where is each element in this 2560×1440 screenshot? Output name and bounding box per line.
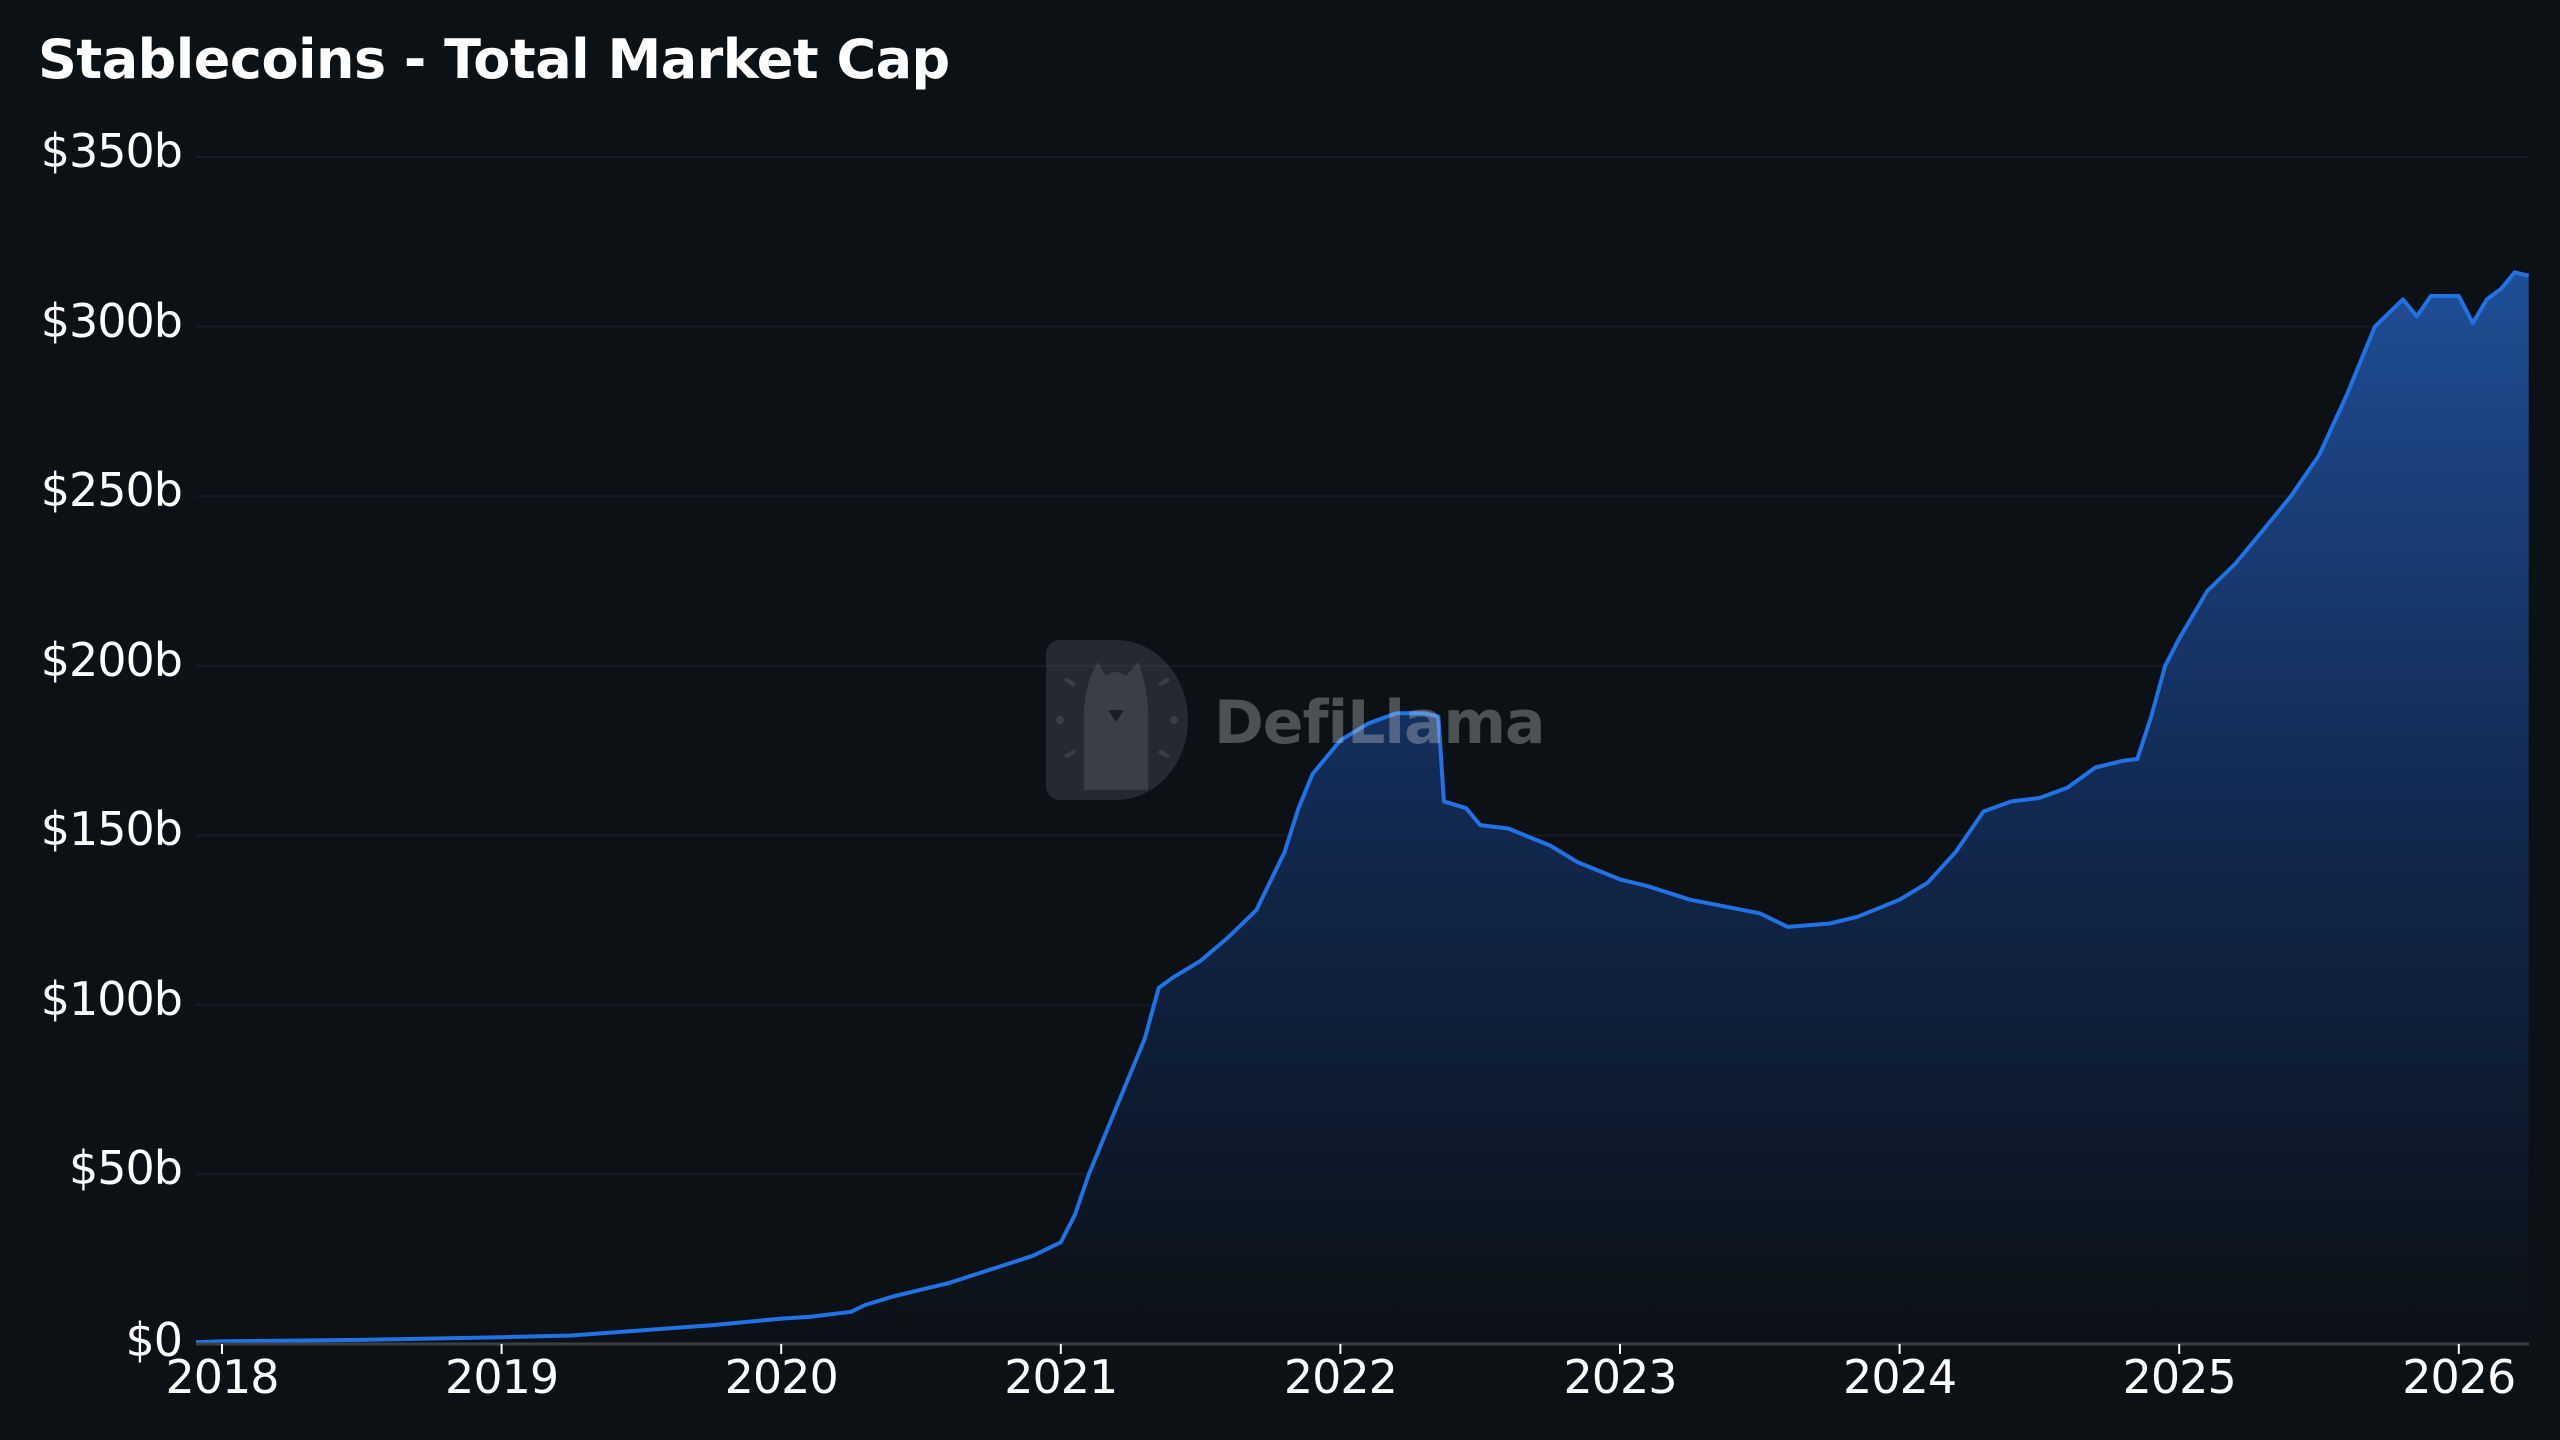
y-axis-label: $250b [40, 463, 183, 518]
x-axis-label: 2019 [445, 1350, 559, 1404]
x-axis-label: 2025 [2122, 1350, 2237, 1404]
y-axis-label: $100b [40, 971, 183, 1026]
y-axis-label: $350b [40, 124, 183, 178]
y-axis-label: $300b [40, 293, 183, 348]
area-fill [196, 272, 2529, 1344]
x-axis-label: 2023 [1563, 1350, 1677, 1404]
x-axis-label: 2024 [1843, 1350, 1957, 1404]
llama-logo-icon [1046, 640, 1188, 800]
x-axis-label: 2018 [165, 1350, 279, 1404]
y-axis-label: $0 [125, 1313, 183, 1367]
watermark-text: DefiLlama [1214, 688, 1545, 758]
x-axis-label: 2026 [2402, 1350, 2516, 1404]
market-cap-line[interactable] [195, 270, 2530, 1345]
x-axis-label: 2020 [724, 1350, 839, 1404]
x-axis-label: 2021 [1004, 1350, 1118, 1404]
y-axis-label: $150b [40, 802, 183, 857]
defillama-watermark: DefiLlama [1046, 640, 1545, 800]
x-axis-ticks [221, 1344, 2460, 1354]
y-axis-label: $200b [40, 632, 183, 687]
y-axis-label: $50b [69, 1141, 183, 1196]
chart-title: Stablecoins - Total Market Cap [38, 28, 950, 91]
x-axis-label: 2022 [1283, 1350, 1398, 1404]
